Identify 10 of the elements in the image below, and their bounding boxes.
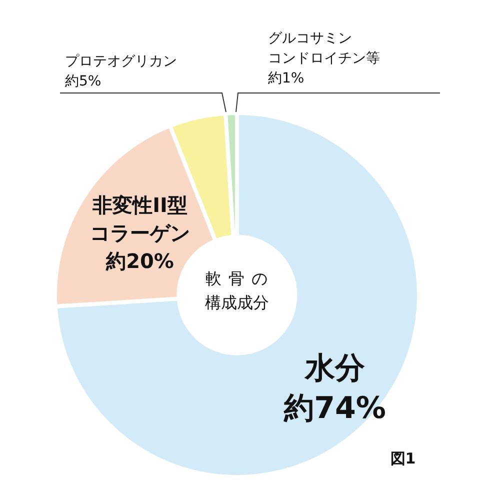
slice-label: グルコサミンコンドロイチン等 <box>268 30 380 67</box>
slice-label: 水分 <box>304 350 365 386</box>
slice-label: 非変性II型コラーゲン <box>90 193 190 246</box>
caption: 図1 <box>390 449 416 468</box>
slice-label: プロテオグリカン <box>65 54 177 70</box>
data-label: 約1% <box>268 70 304 87</box>
text: 軟骨の構成成分 <box>205 269 274 312</box>
data-label: 約20% <box>105 249 174 274</box>
data-label: 約5% <box>65 74 102 90</box>
data-label: 約74% <box>283 390 386 426</box>
